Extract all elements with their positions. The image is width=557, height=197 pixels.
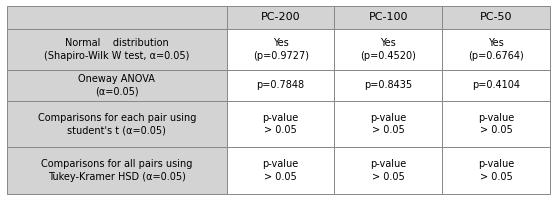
Bar	[227, 70, 335, 101]
Text: PC-50: PC-50	[480, 12, 512, 22]
Text: p-value
> 0.05: p-value > 0.05	[478, 159, 514, 182]
Text: PC-100: PC-100	[369, 12, 408, 22]
Bar	[442, 101, 550, 147]
Bar	[335, 70, 442, 101]
Text: p-value
> 0.05: p-value > 0.05	[478, 112, 514, 135]
Bar	[7, 147, 227, 194]
Text: Normal    distribution
(Shapiro-Wilk W test, α=0.05): Normal distribution (Shapiro-Wilk W test…	[44, 38, 189, 61]
Bar	[335, 6, 442, 29]
Text: PC-200: PC-200	[261, 12, 300, 22]
Bar	[442, 70, 550, 101]
Text: p-value
> 0.05: p-value > 0.05	[370, 159, 407, 182]
Bar	[7, 29, 227, 70]
Bar	[227, 101, 335, 147]
Bar	[7, 6, 227, 29]
Text: Comparisons for all pairs using
Tukey-Kramer HSD (α=0.05): Comparisons for all pairs using Tukey-Kr…	[41, 159, 193, 182]
Bar	[7, 70, 227, 101]
Bar	[442, 6, 550, 29]
Bar	[442, 29, 550, 70]
Bar	[227, 147, 335, 194]
Text: p-value
> 0.05: p-value > 0.05	[370, 112, 407, 135]
Bar	[442, 147, 550, 194]
Bar	[227, 6, 335, 29]
Bar	[227, 29, 335, 70]
Bar	[335, 29, 442, 70]
Text: p-value
> 0.05: p-value > 0.05	[262, 112, 299, 135]
Bar	[335, 147, 442, 194]
Text: Yes
(p=0.9727): Yes (p=0.9727)	[253, 38, 309, 61]
Text: p=0.4104: p=0.4104	[472, 80, 520, 90]
Text: Comparisons for each pair using
student's t (α=0.05): Comparisons for each pair using student'…	[37, 112, 196, 135]
Bar	[335, 101, 442, 147]
Text: p=0.8435: p=0.8435	[364, 80, 412, 90]
Bar	[7, 101, 227, 147]
Text: p=0.7848: p=0.7848	[257, 80, 305, 90]
Text: Yes
(p=0.4520): Yes (p=0.4520)	[360, 38, 416, 61]
Text: Oneway ANOVA
(α=0.05): Oneway ANOVA (α=0.05)	[79, 74, 155, 97]
Text: Yes
(p=0.6764): Yes (p=0.6764)	[468, 38, 524, 61]
Text: p-value
> 0.05: p-value > 0.05	[262, 159, 299, 182]
